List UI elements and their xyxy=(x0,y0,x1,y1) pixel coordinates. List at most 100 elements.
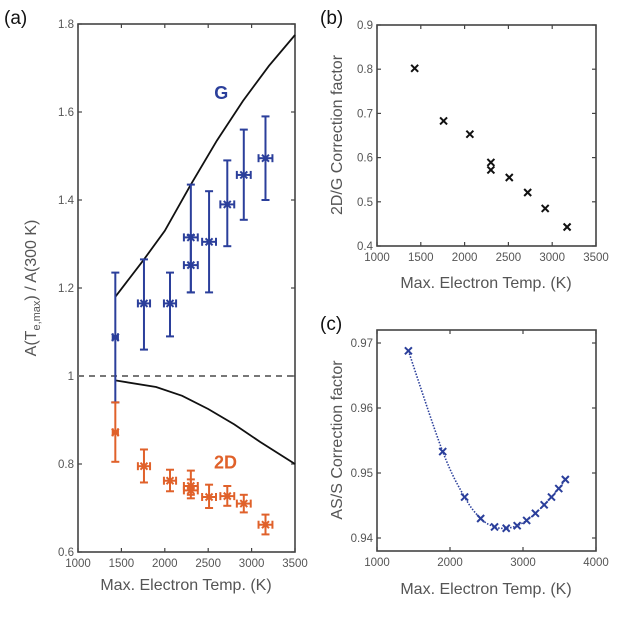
panel-b-ytick-label: 0.8 xyxy=(357,64,373,76)
point-marker xyxy=(239,170,248,180)
panel-c: (c) 1000 2000 3000 4000 0.94 0.95 0.96 0.97 Max… xyxy=(320,314,609,598)
point-marker xyxy=(139,461,149,471)
data-point-g xyxy=(182,234,199,294)
panel-a: (a) 1000 1500 2000 2500 3000 3500 0.6 0.8 1 1.2 1.… xyxy=(4,8,308,594)
panel-b-ytick-label: 0.7 xyxy=(357,108,373,120)
point-marker xyxy=(223,491,232,501)
panel-a-ytick-label: 0.8 xyxy=(58,459,74,471)
data-point-2d xyxy=(235,493,252,514)
data-point xyxy=(522,516,531,525)
panel-b-xtick-label: 3500 xyxy=(583,252,609,264)
point-marker xyxy=(165,299,175,308)
panel-b-ytick-label: 0.6 xyxy=(357,153,373,165)
data-point xyxy=(554,484,563,493)
data-point xyxy=(540,204,550,213)
panel-a-ytick-label: 1.6 xyxy=(58,107,74,119)
panel-a-ytick-label: 1.2 xyxy=(58,283,74,295)
panel-b-ytick-label: 0.9 xyxy=(357,20,373,32)
panel-c-label: (c) xyxy=(320,314,342,335)
panel-a-axes: 1000 1500 2000 2500 3000 3500 0.6 0.8 1 1.2 1.4 1.6… xyxy=(58,19,308,570)
panel-c-xlabel: Max. Electron Temp. (K) xyxy=(400,581,571,598)
data-point-g xyxy=(201,190,218,294)
data-point-2d xyxy=(201,483,218,509)
point-marker xyxy=(165,476,175,485)
panel-b-ytick-label: 0.5 xyxy=(357,197,373,209)
data-point xyxy=(523,188,532,197)
panel-b-xlabel: Max. Electron Temp. (K) xyxy=(400,275,571,292)
point-marker xyxy=(239,499,248,508)
panel-c-xtick-label: 3000 xyxy=(510,557,536,569)
point-marker xyxy=(204,237,214,247)
model-curve xyxy=(114,34,296,298)
panel-b-xtick-label: 2500 xyxy=(496,252,522,264)
panel-a-xlabel: Max. Electron Temp. (K) xyxy=(100,577,271,594)
panel-a-xtick-label: 3000 xyxy=(239,558,265,570)
data-point xyxy=(460,492,469,502)
panel-a-ytick-label: 1.8 xyxy=(58,19,74,31)
panel-c-xtick-label: 2000 xyxy=(437,557,463,569)
data-point xyxy=(505,173,514,182)
data-point xyxy=(531,509,540,518)
data-point xyxy=(410,64,419,73)
point-marker xyxy=(139,299,149,308)
data-point-g xyxy=(162,271,178,338)
data-point xyxy=(486,165,496,175)
panel-a-frame xyxy=(77,23,296,553)
data-point xyxy=(490,522,499,532)
data-point-g xyxy=(257,115,274,201)
panel-b-label: (b) xyxy=(320,8,343,29)
panel-c-frame xyxy=(376,329,597,552)
point-marker xyxy=(204,492,214,502)
data-point xyxy=(476,514,485,523)
data-point xyxy=(512,521,522,530)
panel-b-ylabel: 2D/G Correction factor xyxy=(329,54,346,215)
data-point-2d xyxy=(111,401,120,463)
panel-b-xtick-label: 2000 xyxy=(452,252,478,264)
panel-a-xtick-label: 2500 xyxy=(195,558,221,570)
data-point xyxy=(539,500,549,510)
data-point-2d xyxy=(136,448,152,484)
panel-a-ytick-label: 1.4 xyxy=(58,195,75,207)
panel-c-ylabel: AS/S Correction factor xyxy=(329,360,346,520)
data-point-g xyxy=(111,271,120,404)
data-point xyxy=(465,129,475,139)
data-point xyxy=(547,492,556,502)
panel-c-xtick-label: 1000 xyxy=(364,557,390,569)
panel-a-xtick-label: 3500 xyxy=(282,558,308,570)
data-point xyxy=(562,222,572,232)
data-point xyxy=(561,475,570,484)
data-point-2d xyxy=(182,478,199,500)
point-marker xyxy=(111,428,120,437)
panel-c-axes: 1000 2000 3000 4000 0.94 0.95 0.96 0.97 xyxy=(351,329,609,569)
data-point-2d xyxy=(219,485,236,507)
data-point xyxy=(438,447,447,456)
panel-c-ytick-label: 0.94 xyxy=(351,533,374,545)
data-point-2d xyxy=(162,468,178,493)
model-curve xyxy=(115,379,296,465)
panel-b-xtick-label: 1500 xyxy=(408,252,434,264)
panel-a-xtick-label: 2000 xyxy=(152,558,178,570)
data-point xyxy=(502,524,511,533)
panel-a-label: (a) xyxy=(4,8,27,29)
panel-c-ytick-label: 0.95 xyxy=(351,468,373,480)
panel-a-ytick-label: 1 xyxy=(68,371,74,383)
point-marker xyxy=(261,520,270,529)
data-point xyxy=(439,116,448,126)
point-marker xyxy=(186,260,196,270)
panel-c-ytick-label: 0.97 xyxy=(351,338,373,350)
panel-a-xtick-label: 1000 xyxy=(65,558,91,570)
data-point-g xyxy=(136,258,152,351)
data-point-g xyxy=(219,159,236,248)
point-marker xyxy=(261,153,270,163)
panel-a-ylabel: A(Te,max) / A(300 K) xyxy=(23,220,43,357)
panel-c-xtick-label: 4000 xyxy=(583,557,609,569)
data-point-g xyxy=(235,128,252,221)
data-point-2d xyxy=(257,513,274,536)
data-point xyxy=(486,158,496,167)
panel-b-xtick-label: 1000 xyxy=(364,252,390,264)
panel-b-xtick-label: 3000 xyxy=(539,252,565,264)
point-marker xyxy=(186,486,196,495)
panel-b-axes: 1000 1500 2000 2500 3000 3500 0.4 0.5 0.6 0.7 0.8 0… xyxy=(357,20,609,264)
series-label-2d: 2D xyxy=(214,452,237,472)
